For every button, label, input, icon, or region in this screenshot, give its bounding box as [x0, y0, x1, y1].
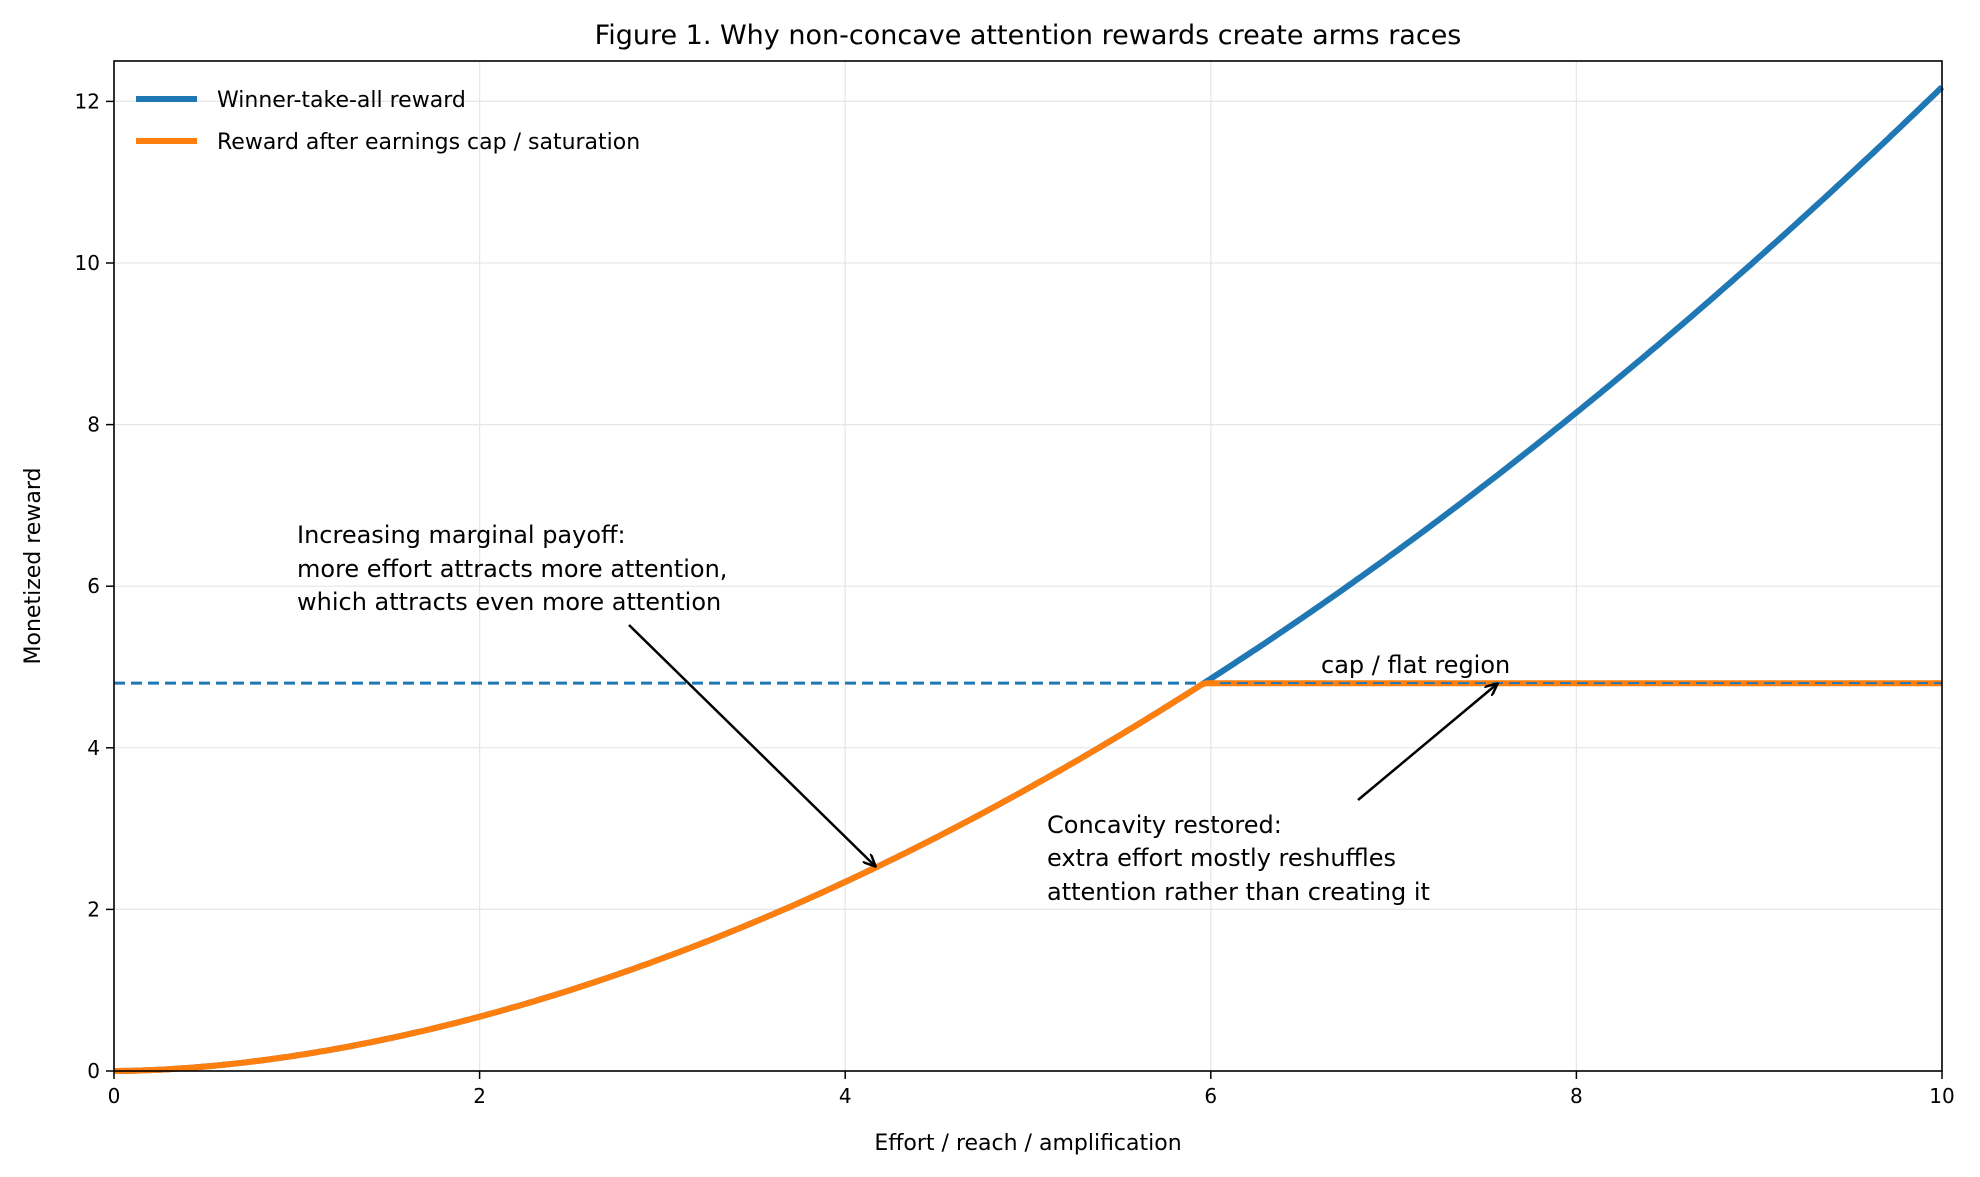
x-axis-label: Effort / reach / amplification: [874, 1131, 1181, 1156]
axes-frame: [113, 60, 1943, 1072]
x-tick-label: 0: [108, 1084, 121, 1108]
legend-label-winner: Winner-take-all reward: [217, 88, 466, 113]
annotation-arrow: [1357, 684, 1497, 801]
annotation-line: Concavity restored:: [1047, 811, 1282, 839]
y-tick-label: 12: [75, 89, 100, 113]
y-tick-label: 0: [87, 1059, 100, 1083]
series-line-capped: [114, 680, 1942, 1074]
annotation-concavity: Concavity restored: extra effort mostly …: [1047, 684, 1497, 906]
y-tick-label: 10: [75, 251, 100, 275]
x-tick-label: 10: [1929, 1084, 1954, 1108]
legend: Winner-take-all reward Reward after earn…: [136, 88, 640, 155]
annotation-line: extra effort mostly reshuffles: [1047, 844, 1396, 872]
x-tick-label: 8: [1570, 1084, 1583, 1108]
svg-text:which attracts even more atten: which attracts even more attention: [297, 588, 721, 616]
annotation-increasing: Increasing marginal payoff: more effort …: [297, 521, 875, 866]
y-tick-label: 4: [87, 736, 100, 760]
y-tick-label: 6: [87, 574, 100, 598]
chart-title: Figure 1. Why non-concave attention rewa…: [595, 20, 1462, 51]
x-tick-label: 4: [839, 1084, 852, 1108]
annotation-line: Increasing marginal payoff:: [297, 521, 626, 549]
legend-label-capped: Reward after earnings cap / saturation: [217, 130, 640, 155]
annotation-cap: cap / flat region: [1321, 651, 1510, 679]
annotation-arrow: [628, 624, 875, 866]
svg-text:attention rather than creating: attention rather than creating it: [1047, 878, 1430, 906]
annotation-line: attention rather than creating it: [1047, 878, 1430, 906]
svg-text:Increasing marginal payoff:: Increasing marginal payoff:: [297, 521, 626, 549]
svg-text:Concavity restored:: Concavity restored:: [1047, 811, 1282, 839]
x-tick-label: 2: [473, 1084, 486, 1108]
annotation-line: which attracts even more attention: [297, 588, 721, 616]
svg-text:extra effort mostly reshuffles: extra effort mostly reshuffles: [1047, 844, 1396, 872]
y-axis-label: Monetized reward: [21, 468, 46, 665]
y-tick-label: 8: [87, 413, 100, 437]
annotation-line: more effort attracts more attention,: [297, 555, 727, 583]
plot-area: [114, 84, 1945, 1074]
ticks: 0 2 4 6 8 10 0 2 4 6 8 10 12: [75, 89, 1955, 1108]
x-tick-label: 6: [1204, 1084, 1217, 1108]
svg-text:more effort attracts more atte: more effort attracts more attention,: [297, 555, 727, 583]
annotation-line: cap / flat region: [1321, 651, 1510, 679]
y-tick-label: 2: [87, 897, 100, 921]
